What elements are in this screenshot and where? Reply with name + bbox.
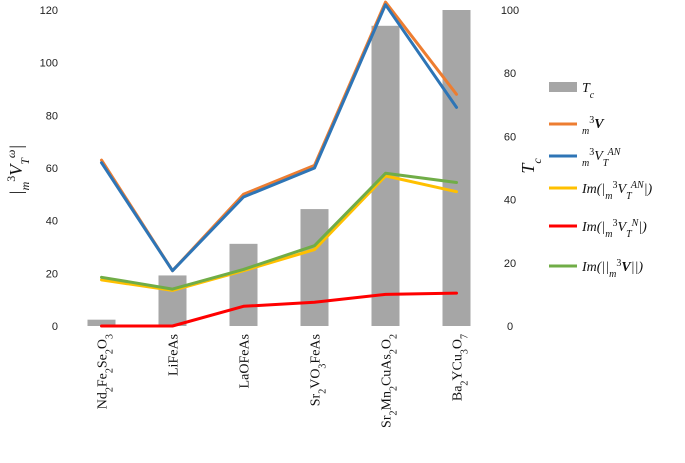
lines-layer [100, 0, 458, 328]
category-labels: Nd2Fe2Se2O3 LiFeAs LaOFeAs Sr2VO3FeAs Sr2Mn2… [96, 334, 471, 428]
svg-text:m3V: m3V [582, 115, 605, 137]
right-tick-label: 40 [504, 195, 516, 207]
left-tick-label: 0 [52, 321, 58, 333]
right-tick-label: 80 [504, 68, 516, 80]
right-tick-label: 60 [504, 131, 516, 143]
svg-text:LiFeAs: LiFeAs [167, 334, 182, 376]
category-label-Sr2VO3FeAs: Sr2VO3FeAs [309, 334, 329, 406]
svg-text:Ba2YCu3O7: Ba2YCu3O7 [451, 334, 471, 401]
category-label-LaOFeAs: LaOFeAs [238, 334, 253, 388]
left-tick-label: 40 [46, 216, 58, 228]
svg-text:Im(|m3VTAN|): Im(|m3VTAN|) [581, 180, 653, 202]
bar-tc-LaOFeAs [229, 243, 258, 326]
right-tick-label: 0 [507, 321, 513, 333]
legend: Tc m3V m3VTAN Im(|m3VTAN|) Im(|m3VTN|) I… [549, 81, 653, 280]
svg-text:m3VTAN: m3VTAN [582, 147, 622, 169]
legend-item-tc: Tc [549, 81, 595, 101]
bar-tc-Ba2YCu3O7 [442, 10, 471, 326]
svg-text:LaOFeAs: LaOFeAs [238, 334, 253, 388]
legend-item-im-norm-m3v: Im(||m3V||) [549, 258, 643, 280]
legend-item-im-m3vtn: Im(|m3VTN|) [549, 218, 647, 240]
svg-text:Tc: Tc [518, 158, 544, 174]
right-axis-title: Tc [518, 158, 544, 174]
bar-tc-Sr2VO3FeAs [300, 209, 329, 326]
series-line-0 [100, 0, 458, 273]
series-line-4 [100, 171, 458, 291]
right-tick-label: 20 [504, 258, 516, 270]
left-tick-label: 80 [46, 110, 58, 122]
left-tick-label: 120 [40, 5, 58, 17]
legend-item-m3v: m3V [549, 115, 605, 137]
series-line-1 [100, 3, 458, 273]
right-axis-ticks: 0 20 40 60 80 100 [501, 5, 519, 333]
legend-item-im-m3vtan: Im(|m3VTAN|) [549, 180, 653, 202]
category-label-Ba2YCu3O7: Ba2YCu3O7 [451, 334, 471, 401]
left-tick-label: 100 [40, 58, 58, 70]
right-tick-label: 100 [501, 5, 519, 17]
category-label-Sr2Mn2CuAs2O2: Sr2Mn2CuAs2O2 [380, 334, 400, 428]
category-label-LiFeAs: LiFeAs [167, 334, 182, 376]
category-label-Nd2Fe2Se2O3: Nd2Fe2Se2O3 [96, 334, 116, 409]
svg-text:Sr2VO3FeAs: Sr2VO3FeAs [309, 334, 329, 406]
series-line-2 [100, 174, 458, 292]
left-axis-title: |m3VTω| [4, 145, 32, 196]
svg-text:Tc: Tc [582, 81, 595, 101]
bar-tc-Nd2Fe2Se2O3 [87, 319, 116, 326]
svg-text:Nd2Fe2Se2O3: Nd2Fe2Se2O3 [96, 334, 116, 409]
legend-item-m3vtan: m3VTAN [549, 147, 622, 169]
series-line-3 [100, 291, 458, 328]
svg-text:Sr2Mn2CuAs2O2: Sr2Mn2CuAs2O2 [380, 334, 400, 428]
left-tick-label: 60 [46, 163, 58, 175]
bars-layer [87, 10, 471, 327]
left-axis-ticks: 0 20 40 60 80 100 120 [40, 5, 58, 333]
svg-text:Im(||m3V||): Im(||m3V||) [581, 258, 643, 280]
bar-tc-LiFeAs [158, 275, 187, 326]
left-tick-label: 20 [46, 268, 58, 280]
svg-text:|m3VTω|: |m3VTω| [4, 145, 32, 196]
svg-text:Im(|m3VTN|): Im(|m3VTN|) [581, 218, 647, 240]
legend-swatch-tc [549, 82, 577, 92]
